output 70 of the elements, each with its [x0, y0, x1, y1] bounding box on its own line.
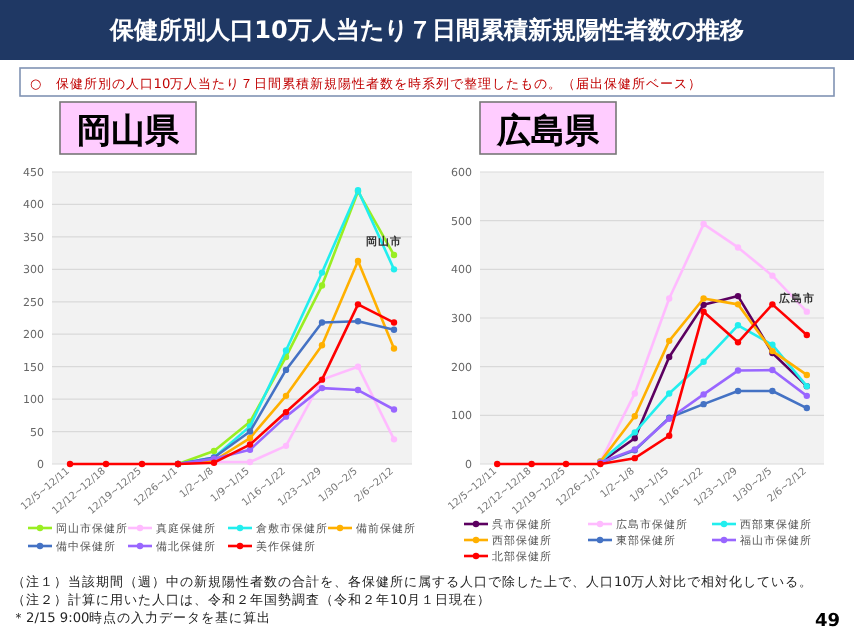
point: [138, 460, 146, 468]
point: [246, 441, 254, 448]
point: [803, 392, 810, 400]
point: [734, 322, 742, 329]
text: 保健所別人口10万人当たり７日間累積新規陽性者数の推移: [108, 16, 744, 44]
point: [246, 458, 254, 466]
text: 49: [814, 612, 840, 632]
point: [246, 434, 254, 442]
point: [318, 269, 326, 276]
chart-title: 岡山県: [77, 112, 181, 152]
point: [700, 301, 707, 309]
point: [631, 429, 638, 436]
point: [666, 353, 673, 361]
point: [282, 347, 290, 354]
point: [390, 436, 398, 443]
point: [769, 366, 776, 374]
point: [803, 371, 810, 379]
point: [700, 220, 707, 228]
point: [769, 341, 776, 348]
point: [631, 413, 638, 420]
point: [282, 442, 290, 450]
point: [562, 460, 570, 468]
point: [803, 308, 810, 315]
point: [318, 384, 326, 392]
point: [318, 282, 326, 289]
point: [666, 432, 673, 439]
point: [734, 292, 742, 300]
point: [700, 295, 707, 302]
point: [318, 342, 326, 349]
point: [666, 295, 673, 302]
point: [354, 257, 362, 265]
chart-title: 広島県: [495, 112, 601, 152]
point: [734, 367, 742, 374]
point: [390, 406, 398, 413]
point: [734, 339, 742, 346]
line-series: [597, 366, 810, 466]
point: [631, 390, 638, 397]
point: [631, 435, 638, 442]
point: [354, 301, 362, 308]
point: [734, 244, 742, 251]
point: [246, 446, 254, 453]
point: [734, 387, 742, 395]
point: [390, 326, 398, 333]
point: [803, 331, 810, 339]
point: [390, 251, 398, 259]
point: [354, 386, 362, 394]
point: [769, 301, 776, 308]
point: [769, 272, 776, 279]
point: [734, 301, 742, 308]
point: [282, 366, 290, 374]
point: [354, 318, 362, 325]
point: [666, 337, 673, 345]
point: [210, 447, 218, 455]
point: [769, 387, 776, 395]
point: [390, 345, 398, 352]
point: [282, 408, 290, 416]
point: [700, 391, 707, 398]
point: [666, 390, 673, 397]
point: [318, 319, 326, 326]
point: [700, 400, 707, 408]
point: [354, 363, 362, 370]
point: [246, 428, 254, 435]
point: [390, 266, 398, 273]
point: [390, 319, 398, 326]
point: [631, 454, 638, 462]
point: [700, 308, 707, 315]
point: [282, 392, 290, 400]
point: [700, 358, 707, 365]
line-series: [494, 301, 810, 468]
point: [803, 404, 810, 412]
